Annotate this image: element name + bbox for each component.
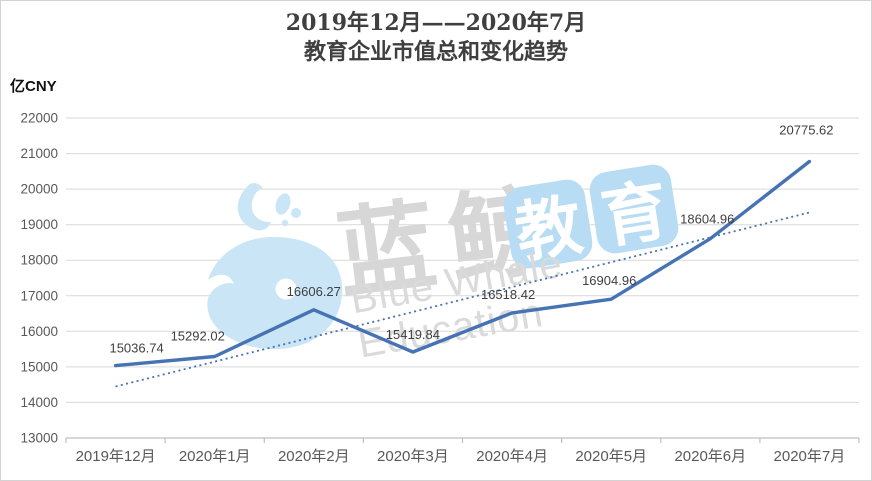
y-tick-label: 18000 [20,253,58,268]
y-tick-label: 22000 [20,111,58,126]
y-tick-label: 13000 [20,431,58,446]
chart-title-line2: 教育企业市值总和变化趋势 [303,39,568,65]
y-tick-label: 16000 [20,324,58,339]
y-tick-label: 19000 [20,217,58,232]
data-label: 15036.74 [109,341,163,356]
x-tick-label: 2020年6月 [674,448,746,465]
trendline [115,211,810,388]
data-label: 15292.02 [171,329,225,344]
y-axis-unit-label: 亿CNY [10,78,57,95]
x-tick-label: 2020年1月 [179,448,251,465]
data-label: 20775.62 [779,123,833,138]
x-tick-label: 2020年5月 [575,448,647,465]
data-label: 15419.84 [386,327,440,342]
data-label: 16606.27 [287,284,341,299]
y-tick-label: 21000 [20,146,58,161]
x-tick-label: 2020年3月 [377,448,449,465]
x-tick-label: 2020年7月 [774,448,846,465]
y-tick-label: 15000 [20,359,58,374]
chart-title: 2019年12月——2020年7月 教育企业市值总和变化趋势 [1,9,871,67]
x-tick-label: 2020年4月 [476,448,548,465]
x-tick-label: 2019年12月 [76,448,156,465]
data-label: 18604.96 [680,212,734,227]
data-label: 16518.42 [481,287,535,302]
y-tick-label: 14000 [20,395,58,410]
chart-title-line1: 2019年12月——2020年7月 [285,10,587,36]
y-tick-label: 20000 [20,182,58,197]
y-tick-label: 17000 [20,288,58,303]
data-label: 16904.96 [582,273,636,288]
x-tick-label: 2020年2月 [278,448,350,465]
